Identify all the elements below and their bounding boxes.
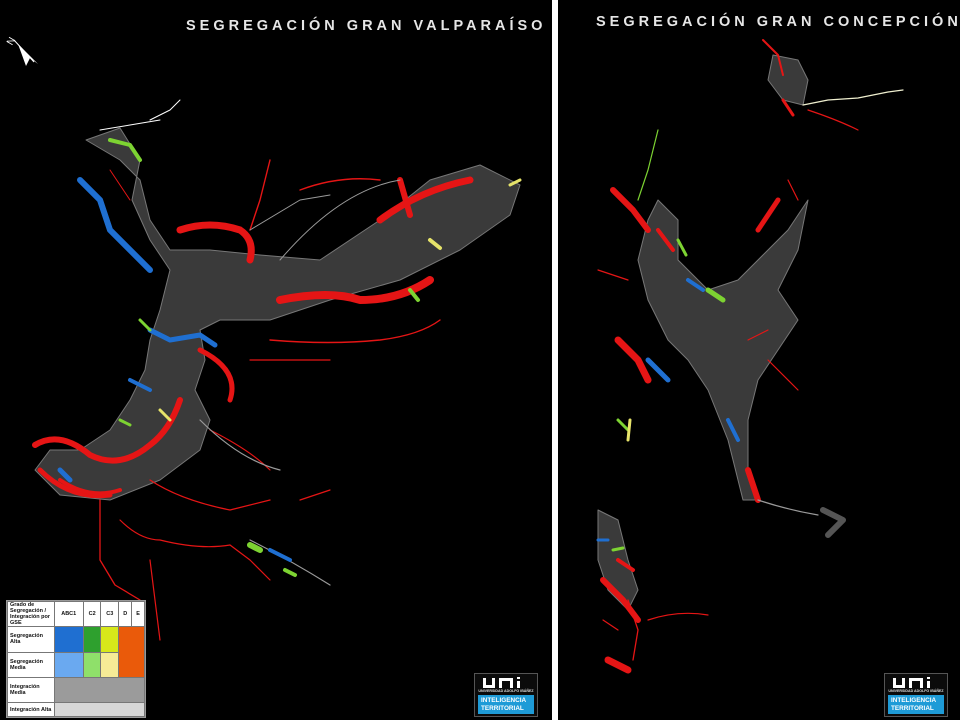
legend-swatch-alta-c3 — [100, 626, 120, 653]
concepcion-map-title: SEGREGACIÓN GRAN CONCEPCIÓN — [596, 14, 960, 30]
uai-logo-mark-icon — [893, 677, 930, 688]
legend-swatch-integracion-media — [53, 676, 146, 704]
legend-row-integracion-alta: Integración Alta — [7, 702, 55, 717]
logo-subtitle: UNIVERSIDAD ADOLFO IBÁÑEZ — [888, 689, 944, 693]
legend-swatch-integracion-alta — [53, 702, 146, 717]
logo-band-line2: TERRITORIAL — [481, 705, 524, 712]
legend-swatch-media-c2 — [82, 651, 102, 678]
legend-swatch-media-abc1 — [53, 651, 84, 678]
uai-logo-mark-icon — [483, 677, 520, 688]
uai-logo: UNIVERSIDAD ADOLFO IBÁÑEZ INTELIGENCIA T… — [474, 673, 538, 717]
north-arrow: N — [5, 36, 38, 70]
legend-row-segregation-alta: Segregación Alta — [7, 626, 55, 653]
logo-band-line1: INTELIGENCIA — [481, 697, 527, 704]
uai-logo: UNIVERSIDAD ADOLFO IBÁÑEZ INTELIGENCIA T… — [884, 673, 948, 717]
valparaiso-map-panel: SEGREGACIÓN GRAN VALPARAÍSO N — [0, 0, 552, 720]
logo-band-line1: INTELIGENCIA — [891, 697, 937, 704]
north-arrow-icon — [13, 39, 38, 66]
valparaiso-segregation-map — [32, 99, 522, 641]
legend-column-e: E — [131, 600, 145, 628]
valparaiso-map-title: SEGREGACIÓN GRAN VALPARAÍSO — [186, 18, 547, 34]
logo-subtitle: UNIVERSIDAD ADOLFO IBÁÑEZ — [478, 689, 534, 693]
logo-band-line2: TERRITORIAL — [891, 705, 934, 712]
legend-column-d: D — [118, 600, 133, 628]
legend-column-abc1: ABC1 — [53, 600, 84, 628]
concepcion-segregation-map — [596, 39, 904, 674]
logo-band: INTELIGENCIA TERRITORIAL — [888, 695, 944, 714]
legend-swatch-media-c3 — [100, 651, 120, 678]
legend-column-c2: C2 — [82, 600, 102, 628]
legend-row-segregation-media: Segregación Media — [7, 651, 55, 678]
segregation-legend: Grado de Segregación / Integración por G… — [6, 600, 146, 718]
legend-swatch-alta-c2 — [82, 626, 102, 653]
legend-swatch-alta-abc1 — [53, 626, 84, 653]
legend-row-integracion-media: Integración Media — [7, 676, 55, 704]
legend-swatch-d-e — [118, 626, 145, 678]
legend-column-c3: C3 — [100, 600, 120, 628]
concepcion-map-panel: SEGREGACIÓN GRAN CONCEPCIÓN — [558, 0, 960, 720]
legend-header: Grado de Segregación / Integración por G… — [7, 600, 55, 628]
logo-band: INTELIGENCIA TERRITORIAL — [478, 695, 534, 714]
